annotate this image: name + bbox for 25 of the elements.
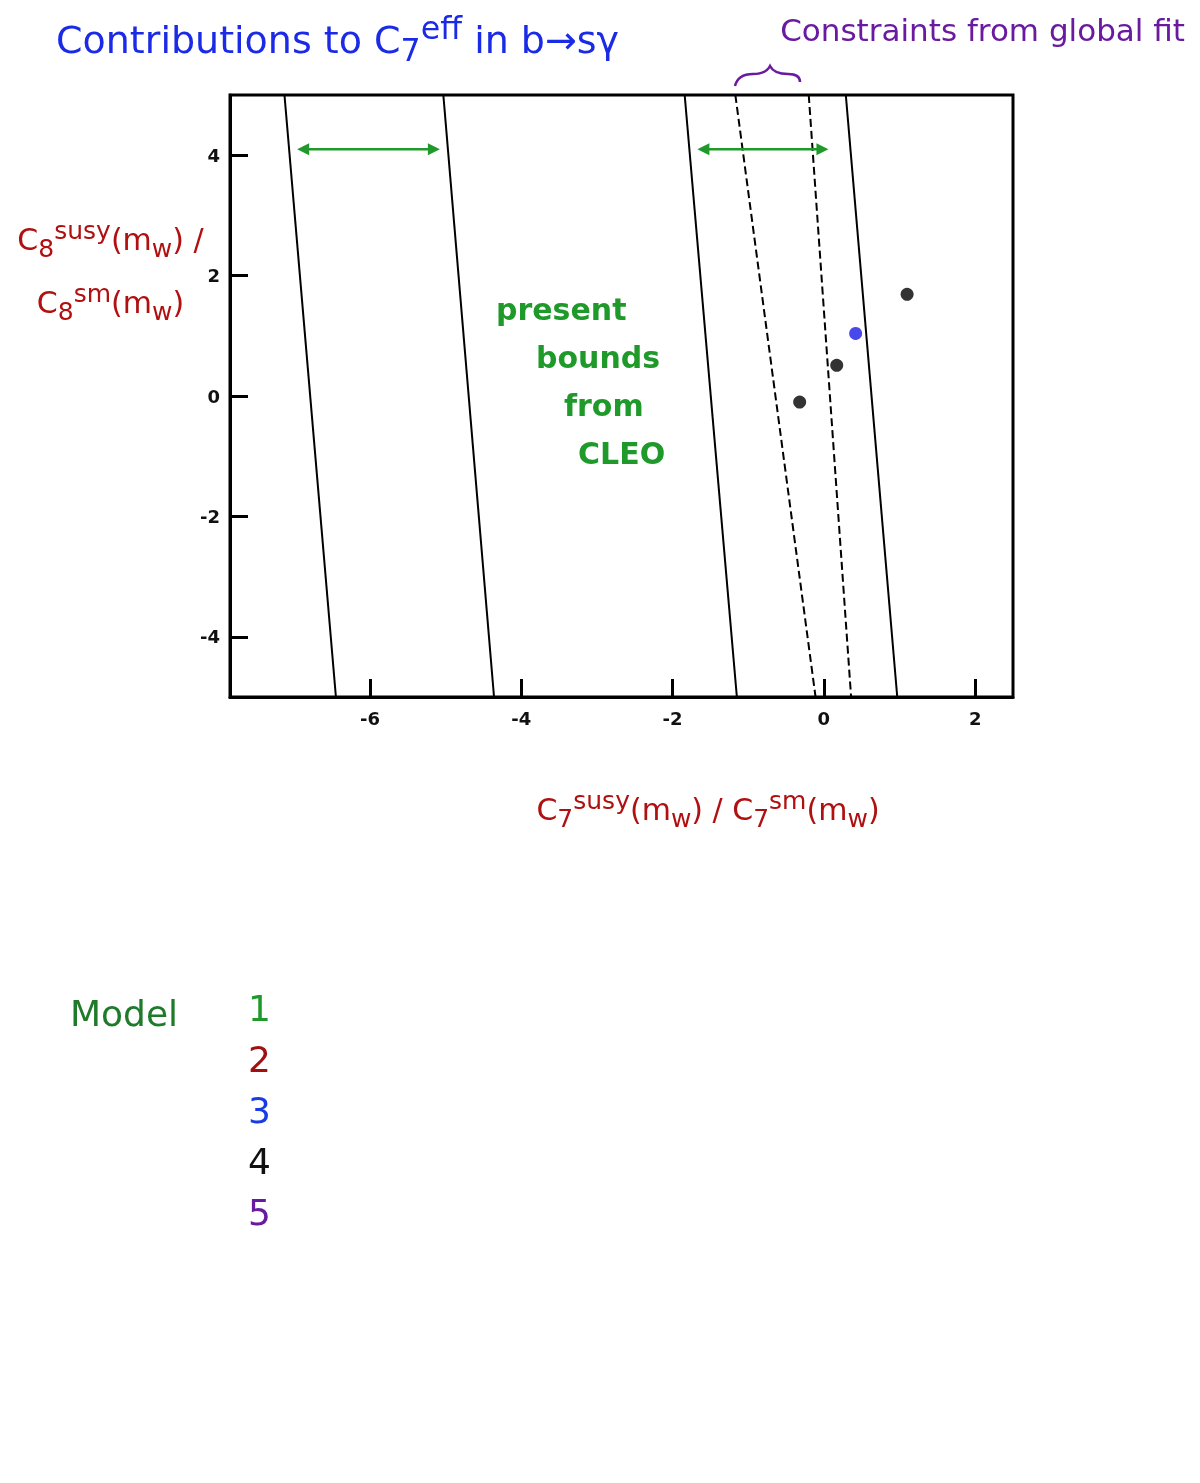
x-tick-label: -6: [359, 707, 380, 729]
chart-title: Contributions to C$_{7}$$^{eff}$ in b→sγ: [56, 10, 620, 69]
x-tick-label: 2: [968, 707, 982, 729]
x-tick-label: -2: [662, 707, 683, 729]
text: C$_{8}$$^{susy}$(m$_{w}$) / C$_{8}$$^{sm}$(m$_{w}$): [17, 216, 204, 326]
text: 1: [248, 988, 271, 1029]
point: [830, 358, 844, 372]
annotation: present bounds from CLEO: [496, 291, 666, 473]
y-tick-label: 2: [207, 265, 220, 287]
text: 3: [248, 1090, 271, 1131]
x-tick-label: -4: [511, 707, 532, 729]
chart-subtitle: Constraints from global fit: [779, 11, 1185, 50]
point: [793, 395, 807, 409]
x-tick-label: 0: [817, 707, 831, 729]
y-tick-label: -2: [200, 505, 220, 527]
y-tick-label: 0: [207, 385, 220, 407]
text: C$_{7}$$^{susy}$(m$_{w}$) / C$_{7}$$^{sm}$(m$_{w}$): [536, 786, 880, 833]
text: Model: [70, 993, 179, 1034]
y-tick-label: 4: [207, 144, 220, 166]
text: 4: [248, 1141, 271, 1182]
point: [849, 326, 863, 340]
text: 2: [248, 1039, 271, 1080]
point: [900, 287, 914, 301]
y-tick-label: -4: [200, 626, 220, 648]
text: 5: [248, 1192, 271, 1233]
